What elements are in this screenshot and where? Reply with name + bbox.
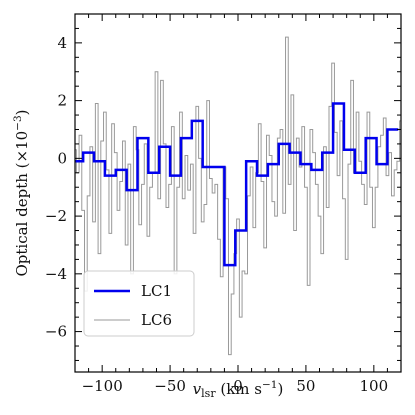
x-axis-label: vlsr (km s−1) [193,379,284,400]
x-axis-label-unit: (km s [216,380,262,398]
series-line-lc6 [75,36,401,356]
y-axis-label: Optical depth (×10−3) [12,109,31,276]
x-axis-label-symbol: v [193,380,202,398]
x-tick-label: −50 [154,377,186,395]
x-tick-label: 100 [360,377,389,395]
x-axis-label-subscript: lsr [201,387,216,400]
y-tick-label: −4 [45,265,67,283]
legend-box [83,270,195,337]
x-axis-label-unit-close: ) [277,380,283,398]
series-line-lc1 [75,102,399,267]
y-tick-label: 4 [57,34,67,52]
legend-label-lc6: LC6 [141,311,172,329]
y-tick-label: 2 [57,92,67,110]
legend: LC1 LC6 [83,270,195,337]
y-tick-label: −6 [45,323,67,341]
x-tick-label: 50 [296,377,315,395]
legend-label-lc1: LC1 [141,282,172,300]
y-axis-label-text: Optical depth (×10 [13,131,31,277]
x-tick-label: 0 [233,377,243,395]
tick-layer: −100 −50 0 50 100 −6 −4 −2 0 2 4 [45,13,402,395]
y-axis-label-exponent: −3 [12,115,24,130]
y-tick-label: −2 [45,207,67,225]
series-layer [75,36,401,356]
y-tick-label: 0 [57,149,67,167]
y-axis-label-close: ) [13,109,31,115]
x-tick-label: −100 [82,377,123,395]
x-axis-label-unit-exponent: −1 [262,379,277,391]
